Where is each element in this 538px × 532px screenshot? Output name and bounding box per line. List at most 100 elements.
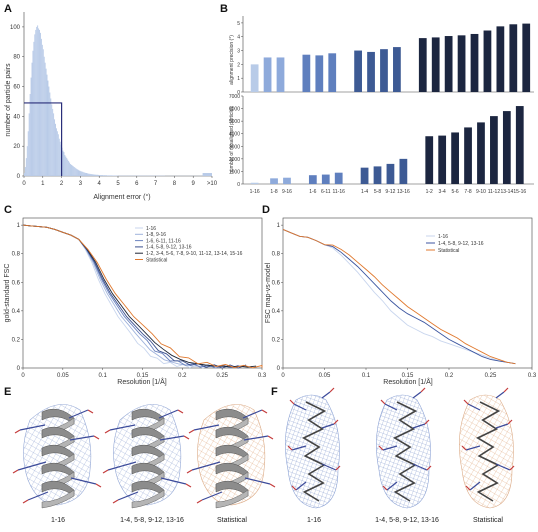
chart-a-bar <box>65 156 67 176</box>
side-chain-stick <box>17 461 47 471</box>
chart-d-ytick-label: 0 <box>277 366 281 372</box>
chart-b-bottom-bar <box>502 111 511 184</box>
chart-a-bar <box>24 167 26 176</box>
chart-a-xtick-label: 2 <box>60 181 64 187</box>
chart-d-legend-label: Statistical <box>438 248 459 254</box>
chart-b-top-bar <box>509 24 518 92</box>
chart-a-bar <box>59 141 61 176</box>
chart-c-fsc: Resolution [1/Å] gold-standard FSC 0 0.05… <box>4 217 267 386</box>
strand-backbone <box>392 401 418 502</box>
chart-a-bar <box>56 131 58 176</box>
chart-a-bar <box>33 41 35 177</box>
side-chain-stick <box>384 403 398 411</box>
side-chain-stick <box>70 477 97 485</box>
chart-a-ytick-label: 60 <box>13 85 20 91</box>
chart-a-bar <box>44 62 46 176</box>
chart-b-bottom-bar <box>464 127 472 184</box>
chart-d-legend-label: 1-4, 5-8, 9-12, 13-16 <box>438 241 484 247</box>
side-chain-stick <box>380 399 386 405</box>
chart-b-top-bar <box>263 57 272 92</box>
chart-a-bar <box>94 174 96 176</box>
chart-a-histogram: Alignment error (°) number of particle p… <box>5 12 218 201</box>
caption-e-3: Statistical <box>217 517 247 524</box>
chart-b-bottom-bar <box>283 177 291 184</box>
side-chain-stick <box>95 483 102 488</box>
chart-a-bar <box>96 174 98 176</box>
chart-c-ytick-label: 0.4 <box>12 309 21 315</box>
chart-c-ylabel: gold-standard FSC <box>4 264 11 323</box>
chart-d-ytick-label: 1 <box>277 223 281 229</box>
chart-b-bottom-category-label: 1-4 <box>361 189 368 195</box>
chart-b-bottom-bar <box>438 135 447 184</box>
chart-a-bar <box>55 128 57 176</box>
chart-b-bottom-ytick-label: 0 <box>237 182 240 188</box>
caption-e-1: 1-16 <box>51 517 65 524</box>
chart-b-top-bar <box>276 57 285 92</box>
chart-a-bar <box>97 174 100 176</box>
chart-b-top-bar <box>380 49 388 92</box>
panel-label-f: F <box>271 386 278 398</box>
chart-a-bar <box>76 169 78 176</box>
chart-d-ytick-label: 0.6 <box>272 280 281 286</box>
chart-b-top-bar <box>431 37 440 92</box>
side-chain-stick <box>27 491 49 501</box>
chart-c-legend-label: 1-16 <box>146 226 156 232</box>
side-chain-stick <box>495 463 511 471</box>
chart-a-bar <box>63 152 65 176</box>
chart-b-bottom-bar <box>250 182 259 184</box>
chart-c-xtick-label: 0.15 <box>137 373 149 379</box>
chart-b-bottom-ytick-label: 7000 <box>229 94 240 100</box>
chart-a-bar <box>27 131 29 176</box>
chart-a-bar <box>53 113 55 176</box>
chart-a-xtick-label: 6 <box>135 181 139 187</box>
chart-a-ytick-label: 20 <box>13 144 20 150</box>
side-chain-stick <box>426 465 432 471</box>
side-chain-stick <box>14 429 21 434</box>
chart-b-top-bar <box>522 23 531 93</box>
chart-b-top-bar <box>328 53 337 92</box>
side-chain-stick <box>188 429 195 434</box>
chart-b-bottom-category-label: 9-10 <box>476 189 486 195</box>
chart-a-bar <box>67 159 69 176</box>
side-chain-stick <box>112 499 119 504</box>
chart-a-xtick-label: 7 <box>154 181 158 187</box>
chart-a-bar <box>55 123 56 176</box>
side-chain-stick <box>269 483 276 488</box>
chart-d-xtick-label: 0 <box>281 373 285 379</box>
chart-b-bottom-bar <box>451 132 459 184</box>
side-chain-stick <box>463 399 469 405</box>
chart-d-fsc-model: Resolution [1/Å] FSC map-vs-model 0 0.05 0… <box>265 217 537 386</box>
side-chain-stick <box>87 409 94 414</box>
chart-b-bottom-bar <box>399 158 408 184</box>
chart-b-bottom-bar <box>373 166 382 184</box>
chart-b-bottom-category-label: 13-16 <box>397 189 410 195</box>
chart-a-bar <box>52 108 54 176</box>
chart-b-top-bar <box>393 47 401 92</box>
panel-f-structures <box>285 387 515 509</box>
chart-c-xtick-label: 0 <box>21 373 25 379</box>
chart-a-xtick-label: 0 <box>22 181 26 187</box>
side-chain-stick <box>412 391 422 399</box>
side-chain-stick <box>22 499 29 504</box>
chart-d-ytick-label: 0.4 <box>272 309 281 315</box>
chart-a-xtick-label: 9 <box>192 181 196 187</box>
chart-a-xtick-label: 4 <box>98 181 102 187</box>
side-chain-stick <box>191 461 221 471</box>
chart-c-ytick-label: 1 <box>17 223 21 229</box>
side-chain-stick <box>291 445 307 451</box>
chart-a-bar <box>41 44 43 176</box>
chart-b-bottom-bar <box>308 175 317 184</box>
side-chain-stick <box>335 465 341 471</box>
chart-c-ytick-label: 0.2 <box>12 337 21 343</box>
chart-b-top-bar <box>367 51 375 92</box>
chart-b-bottom: number of misaligned particles 1-16 1-8 9-… <box>229 94 534 195</box>
chart-b-bottom-category-label: 1-2 <box>426 189 433 195</box>
side-chain-stick <box>291 485 297 491</box>
chart-b-bottom-category-label: 11-12 <box>488 189 501 195</box>
chart-a-bar <box>84 172 86 176</box>
chart-b-bottom-bar <box>321 174 330 184</box>
chart-c-series-line <box>22 224 257 368</box>
chart-c-xtick-label: 0.3 <box>258 373 267 379</box>
chart-b-bottom-bar <box>270 178 278 184</box>
side-chain-stick <box>93 435 100 440</box>
